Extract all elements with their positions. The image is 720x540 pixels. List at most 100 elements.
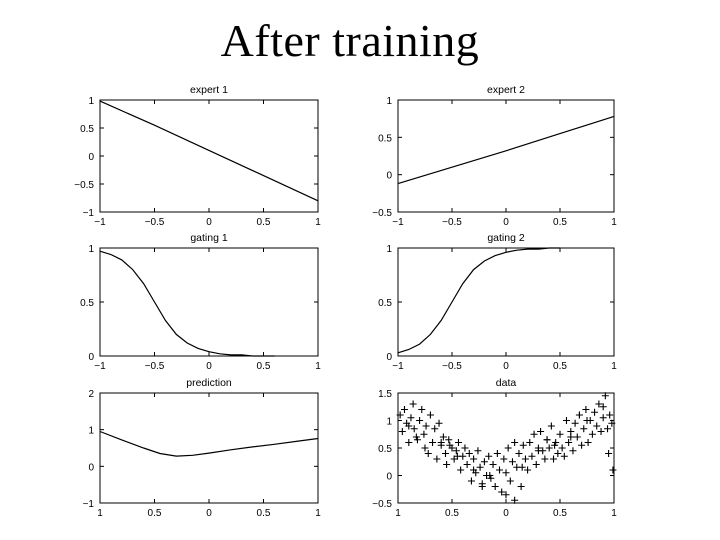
scatter-point	[565, 439, 573, 446]
scatter-point	[421, 444, 429, 452]
scatter-point	[545, 444, 553, 452]
scatter-point	[554, 450, 562, 457]
scatter-point	[480, 458, 488, 466]
scatter-point	[578, 441, 586, 449]
scatter-point	[470, 466, 478, 474]
scatter-point	[452, 447, 460, 455]
x-tick-label: 0	[503, 508, 509, 519]
scatter-point	[573, 433, 581, 441]
scatter-point	[426, 411, 434, 419]
scatter-point	[504, 444, 512, 452]
x-tick-label: −1	[94, 361, 106, 372]
scatter-point	[400, 406, 408, 413]
scatter-point	[500, 455, 508, 463]
y-tick-label: 0	[88, 152, 94, 163]
scatter-point	[551, 441, 559, 449]
slide-title: After training	[220, 15, 480, 66]
scatter-point	[601, 392, 609, 400]
series-line	[99, 250, 275, 357]
scatter-point	[521, 455, 529, 463]
scatter-point	[405, 422, 413, 430]
scatter-point	[489, 461, 497, 468]
scatter-point	[491, 483, 499, 490]
scatter-point	[511, 439, 519, 446]
scatter-point	[429, 439, 437, 446]
scatter-point	[515, 450, 523, 457]
scatter-point	[442, 450, 450, 457]
y-tick-label: 1	[88, 426, 94, 437]
panel-4: gating 2 −1 −0.5 0 0.5 1 0 0.5 1	[378, 232, 617, 372]
scatter-point	[493, 450, 501, 457]
scatter-point	[413, 436, 421, 444]
scatter-point	[405, 439, 413, 446]
panel-3: gating 1 −1 −0.5 0 0.5 1 0 0.5 1	[80, 232, 321, 372]
x-tick-label: 0.5	[445, 508, 459, 519]
x-tick-label: 0	[503, 217, 509, 228]
x-tick-label: 0	[206, 508, 212, 519]
y-tick-label: 0.5	[80, 124, 94, 135]
axes-frame	[99, 99, 319, 213]
x-tick-label: −0.5	[145, 361, 165, 372]
scatter-point	[588, 430, 596, 438]
scatter-point	[433, 455, 441, 463]
axes-frame	[397, 247, 615, 357]
scatter-point	[485, 452, 493, 460]
x-tick-label: 0.5	[257, 508, 271, 519]
x-tick-label: 1	[395, 508, 401, 519]
scatter-point	[496, 466, 504, 474]
x-tick-label: 0.5	[553, 217, 567, 228]
scatter-point	[569, 447, 577, 455]
x-tick-label: 1	[315, 217, 321, 228]
scatter-point	[541, 455, 549, 463]
series-line	[397, 115, 615, 185]
scatter-point	[446, 441, 454, 449]
scatter-point	[418, 406, 426, 413]
y-tick-label: 0	[386, 171, 392, 182]
scatter-point	[575, 411, 583, 419]
y-tick-label: 0.5	[378, 298, 392, 309]
x-tick-label: 0	[503, 361, 509, 372]
scatter-point	[567, 433, 575, 441]
scatter-point	[560, 452, 568, 460]
panel-title: expert 1	[190, 84, 228, 96]
scatter-point	[467, 477, 475, 485]
scatter-point	[517, 483, 525, 490]
scatter-point	[410, 425, 418, 433]
scatter-point	[532, 461, 540, 468]
panel-2: expert 2−1 −0.5 0 0.5 1−0.500.51	[372, 84, 617, 228]
y-tick-label: −0.5	[372, 499, 392, 510]
x-tick-label: 1	[97, 508, 103, 519]
scatter-point	[416, 417, 424, 424]
y-tick-label: −0.5	[74, 180, 94, 191]
series-line	[99, 430, 319, 457]
x-tick-label: 0.5	[553, 361, 567, 372]
scatter-point	[558, 444, 566, 452]
scatter-point	[431, 425, 439, 433]
scatter-point	[599, 414, 607, 422]
scatter-point	[502, 491, 510, 499]
scatter-point	[437, 439, 445, 446]
y-tick-label: 0	[386, 472, 392, 483]
scatter-point	[550, 455, 558, 463]
panel-title: expert 2	[487, 84, 525, 96]
scatter-point	[508, 458, 516, 466]
scatter-point	[420, 430, 428, 438]
y-tick-label: 0.5	[378, 133, 392, 144]
y-tick-label: 1	[88, 96, 94, 107]
scatter-point	[424, 450, 432, 457]
scatter-point	[409, 400, 417, 408]
scatter-point	[511, 496, 519, 504]
x-tick-label: 0.5	[257, 217, 271, 228]
x-tick-label: −0.5	[145, 217, 165, 228]
y-tick-label: 0.5	[80, 298, 94, 309]
scatter-point	[597, 428, 605, 435]
scatter-point	[519, 441, 527, 449]
scatter-point	[439, 433, 447, 441]
y-tick-label: −1	[83, 208, 95, 219]
scatter-point	[530, 430, 538, 438]
panel-1: expert 1 −1 −0.5 0 0.5 1 −1 −0.5 0 0.5 1	[74, 84, 321, 228]
x-tick-label: 1	[315, 361, 321, 372]
scatter-point	[524, 466, 532, 474]
